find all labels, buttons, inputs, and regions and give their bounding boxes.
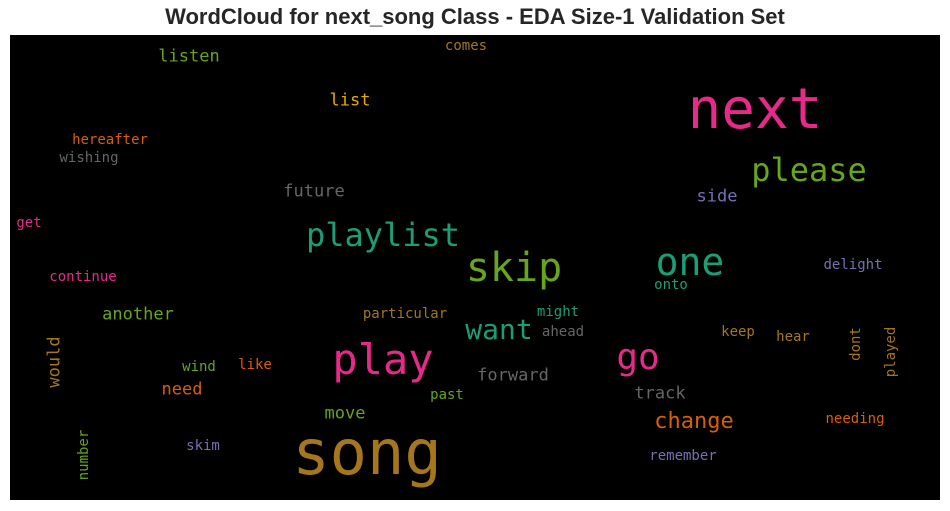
word-playlist: playlist bbox=[305, 216, 461, 254]
word-track: track bbox=[634, 383, 686, 404]
word-past: past bbox=[430, 387, 464, 403]
word-would: would bbox=[44, 336, 65, 388]
word-keep: keep bbox=[721, 324, 755, 340]
word-go: go bbox=[616, 337, 660, 378]
word-needing: needing bbox=[825, 411, 885, 427]
word-delight: delight bbox=[823, 257, 883, 273]
word-hereafter: hereafter bbox=[72, 132, 148, 148]
word-get: get bbox=[16, 215, 42, 231]
word-another: another bbox=[102, 304, 174, 325]
word-side: side bbox=[696, 186, 738, 207]
word-song: song bbox=[292, 416, 442, 489]
word-like: like bbox=[238, 357, 272, 373]
word-might: might bbox=[536, 304, 580, 320]
word-move: move bbox=[324, 403, 366, 424]
word-played: played bbox=[883, 326, 899, 378]
word-list: list bbox=[329, 90, 371, 111]
word-want: want bbox=[465, 313, 533, 346]
word-number: number bbox=[76, 429, 92, 481]
word-dont: dont bbox=[848, 327, 864, 361]
word-future: future bbox=[283, 181, 345, 202]
word-skim: skim bbox=[186, 438, 220, 454]
word-onto: onto bbox=[654, 277, 688, 293]
word-continue: continue bbox=[49, 269, 117, 285]
word-play: play bbox=[332, 335, 434, 384]
word-comes: comes bbox=[444, 38, 488, 54]
word-next: next bbox=[687, 77, 823, 142]
word-change: change bbox=[654, 409, 734, 434]
word-listen: listen bbox=[158, 46, 220, 67]
word-need: need bbox=[161, 379, 203, 400]
word-wishing: wishing bbox=[59, 150, 119, 166]
word-one: one bbox=[655, 240, 725, 284]
word-skip: skip bbox=[465, 245, 563, 291]
wordcloud-canvas: next song play skip playlist one please … bbox=[10, 35, 940, 500]
word-ahead: ahead bbox=[541, 324, 585, 340]
word-particular: particular bbox=[362, 306, 448, 322]
word-hear: hear bbox=[776, 329, 810, 345]
chart-title: WordCloud for next_song Class - EDA Size… bbox=[165, 4, 785, 29]
word-wind: wind bbox=[182, 359, 216, 375]
word-remember: remember bbox=[649, 448, 717, 464]
word-please: please bbox=[751, 151, 867, 189]
word-forward: forward bbox=[477, 365, 549, 386]
